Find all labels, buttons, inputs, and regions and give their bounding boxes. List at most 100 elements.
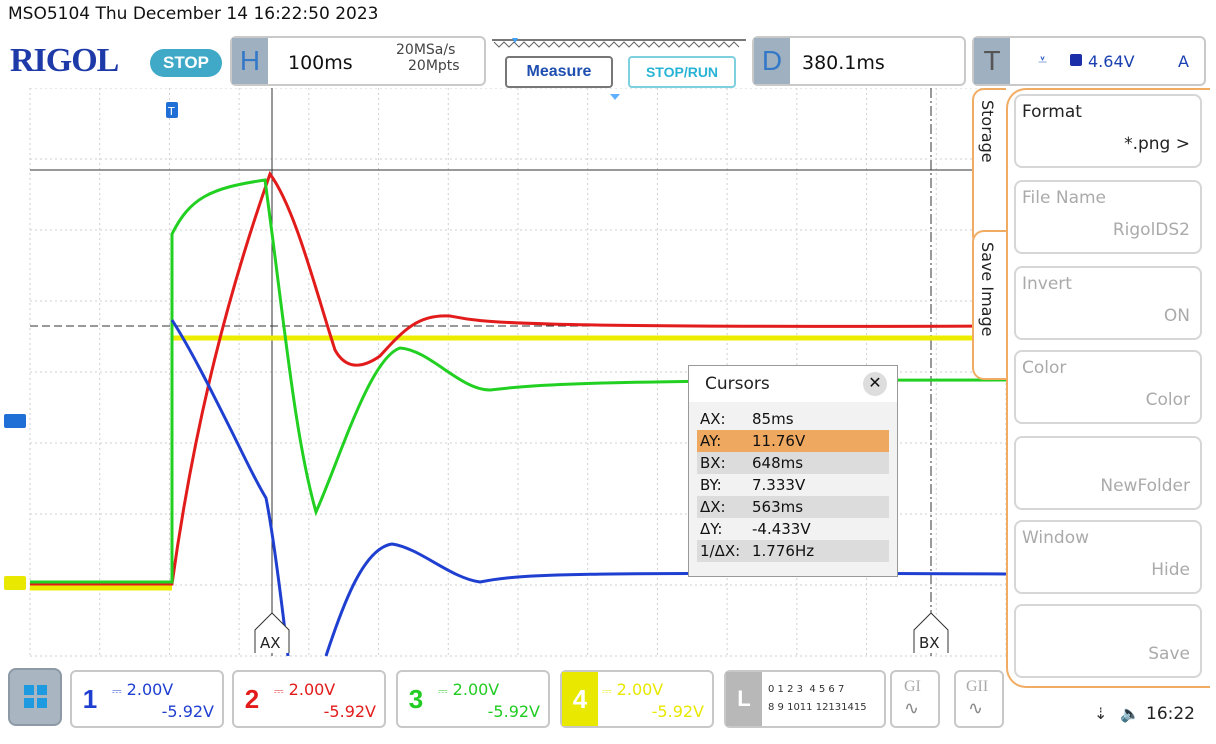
stop-run-button[interactable]: STOP/RUN <box>628 56 736 88</box>
cursor-ax-marker[interactable]: AX <box>254 612 290 654</box>
run-state-button[interactable]: STOP <box>150 49 222 77</box>
tab-save-image[interactable]: Save Image <box>972 230 1006 380</box>
horizontal-letter: H <box>232 38 268 84</box>
usb-icon: ⇣ <box>1094 706 1108 723</box>
menu-value: Save <box>1148 644 1190 664</box>
menu-save[interactable]: Save <box>1014 604 1202 678</box>
sine-wave-icon: ∿ <box>904 698 920 718</box>
cursor-key: BY: <box>700 476 722 494</box>
menu-file-name[interactable]: File Name RigolDS2 <box>1014 180 1202 254</box>
channel-4-box[interactable]: 4 ⎓ 2.00V -5.92V <box>560 670 714 728</box>
logic-box[interactable]: L 0 1 2 3 4 5 6 7 8 9 1011 12131415 <box>724 670 886 728</box>
cursor-row: 1/ΔX: 1.776Hz <box>697 540 889 562</box>
channel-1-offset: -5.92V <box>161 702 214 721</box>
trigger-pos-marker <box>610 94 620 100</box>
gi-button[interactable]: GI ∿ <box>890 670 940 728</box>
trigger-source-icon <box>1070 54 1082 66</box>
cursor-key: BX: <box>700 454 726 472</box>
dc-coupling-icon: ⎓ <box>602 684 612 698</box>
cursor-row: ΔY: -4.433V <box>697 518 889 540</box>
menu-invert[interactable]: Invert ON <box>1014 266 1202 340</box>
delay-box[interactable]: D 380.1ms <box>752 36 966 86</box>
logic-letter: L <box>726 672 762 726</box>
menu-new-folder[interactable]: NewFolder <box>1014 436 1202 510</box>
cursor-ax-label: AX <box>260 634 281 652</box>
trigger-edge-icon: ⩡ <box>1038 52 1048 69</box>
cursor-row: BX: 648ms <box>697 452 889 474</box>
sine-wave-icon: ∿ <box>968 698 984 718</box>
channel-4-offset: -5.92V <box>651 702 704 721</box>
channel-3-box[interactable]: 3 ⎓ 2.00V -5.92V <box>396 670 550 728</box>
cursor-row: ΔX: 563ms <box>697 496 889 518</box>
sample-rate: 20MSa/s <box>396 42 456 58</box>
cursor-key: 1/ΔX: <box>700 542 741 560</box>
cursor-key: AX: <box>700 410 726 428</box>
cursor-value: 648ms <box>752 454 804 472</box>
trigger-letter: T <box>974 38 1010 84</box>
cursor-key: ΔX: <box>700 498 726 516</box>
cursor-row: AY: 11.76V <box>697 430 889 452</box>
trigger-marker <box>166 102 178 118</box>
channel-3-offset: -5.92V <box>487 702 540 721</box>
cursor-value: 85ms <box>752 410 794 428</box>
dc-coupling-icon: ⎓ <box>274 684 284 698</box>
cursor-key: ΔY: <box>700 520 723 538</box>
channel-ground-marker <box>4 576 26 590</box>
grid-icon <box>24 685 48 709</box>
menu-label: Window <box>1022 528 1090 548</box>
cursors-title: Cursors <box>689 366 897 402</box>
ch4-trace <box>30 335 1006 591</box>
cursors-window[interactable]: Cursors ✕ AX: 85ms AY: 11.76V BX: 648ms BY:… <box>688 365 898 577</box>
menu-window[interactable]: Window Hide <box>1014 520 1202 594</box>
channel-2-scale: ⎓ 2.00V <box>274 680 336 699</box>
trigger-mode: A <box>1178 52 1189 71</box>
cursors-table: AX: 85ms AY: 11.76V BX: 648ms BY: 7.333V ΔX:… <box>697 408 889 562</box>
waveform-display[interactable]: T <box>0 88 1006 660</box>
logic-row-2: 8 9 1011 12131415 <box>768 702 867 713</box>
cursor-value: 563ms <box>752 498 804 516</box>
cursor-bx-marker[interactable]: BX <box>913 612 949 654</box>
home-button[interactable] <box>8 668 62 726</box>
menu-label: Format <box>1022 102 1082 122</box>
measure-button[interactable]: Measure <box>505 56 613 88</box>
delay-value: 380.1ms <box>802 52 885 74</box>
chevron-right-icon: > <box>1175 134 1190 154</box>
menu-label: Color <box>1022 358 1067 378</box>
delay-letter: D <box>754 38 790 84</box>
channel-3-scale: ⎓ 2.00V <box>438 680 500 699</box>
menu-label: File Name <box>1022 188 1107 208</box>
channel-2-offset: -5.92V <box>323 702 376 721</box>
cursor-value: 11.76V <box>752 432 806 450</box>
channel-3-number: 3 <box>408 684 424 714</box>
dc-coupling-icon: ⎓ <box>438 684 448 698</box>
menu-label: Invert <box>1022 274 1072 294</box>
tab-save-image-label: Save Image <box>978 242 997 337</box>
menu-format[interactable]: Format *.png > <box>1014 94 1202 168</box>
ch2-trace <box>30 170 1006 586</box>
horizontal-box[interactable]: H 100ms 20MSa/s 20Mpts <box>230 36 486 86</box>
speaker-mute-icon[interactable]: 🔈 <box>1120 706 1140 723</box>
channel-4-number: 4 <box>562 672 598 726</box>
timebase-value: 100ms <box>288 52 353 74</box>
rigol-logo: RIGOL <box>10 42 119 79</box>
trigger-box[interactable]: T ⩡ 4.64V A <box>972 36 1206 86</box>
menu-color[interactable]: Color Color <box>1014 350 1202 424</box>
gii-button[interactable]: GII ∿ <box>954 670 1004 728</box>
tab-storage[interactable]: Storage <box>972 88 1006 248</box>
menu-value: RigolDS2 <box>1112 220 1190 240</box>
cursor-value: -4.433V <box>752 520 811 538</box>
close-icon[interactable]: ✕ <box>863 372 887 396</box>
cursor-row: BY: 7.333V <box>697 474 889 496</box>
svg-text:T: T <box>167 105 175 118</box>
ch1-trace <box>170 319 1006 657</box>
tab-storage-label: Storage <box>978 100 997 163</box>
dc-coupling-icon: ⎓ <box>112 684 122 698</box>
channel-1-box[interactable]: 1 ⎓ 2.00V -5.92V <box>70 670 224 728</box>
channel-1-scale: ⎓ 2.00V <box>112 680 174 699</box>
channel-2-box[interactable]: 2 ⎓ 2.00V -5.92V <box>232 670 386 728</box>
gi-label: GI <box>904 678 921 695</box>
channel-1-number: 1 <box>82 684 98 714</box>
menu-value: Hide <box>1151 560 1190 580</box>
cursor-value: 7.333V <box>752 476 806 494</box>
memory-depth: 20Mpts <box>408 58 460 74</box>
